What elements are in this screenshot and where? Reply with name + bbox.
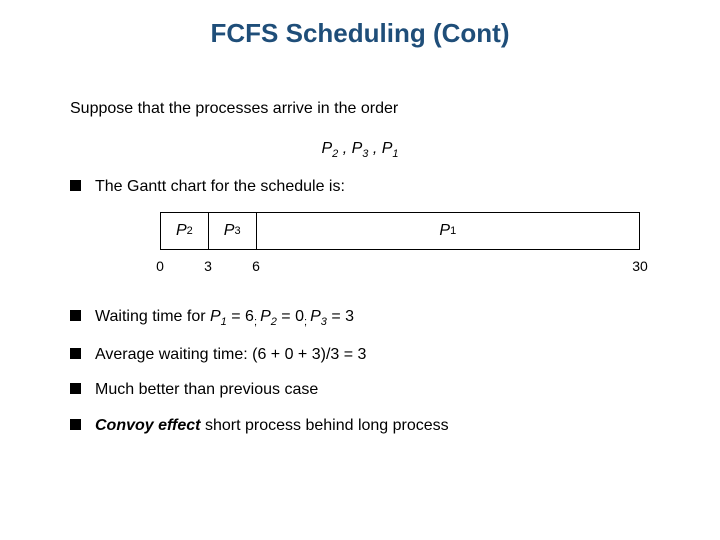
gantt-tick: 0 (156, 258, 164, 274)
gantt-segment: P2 (161, 213, 209, 249)
gantt-chart: P2P3P1 03630 (160, 212, 640, 284)
bullet-square-icon (70, 310, 81, 321)
convoy-rest: short process behind long process (201, 417, 449, 434)
gantt-tick: 6 (252, 258, 260, 274)
gantt-tick: 3 (204, 258, 212, 274)
bullet-square-icon (70, 348, 81, 359)
bullet-text: Waiting time for P1 = 6; P2 = 0; P3 = 3 (95, 306, 660, 330)
convoy-em: Convoy effect (95, 417, 201, 434)
bullet-text: Much better than previous case (95, 379, 660, 401)
process-order: P2 , P3 , P1 (70, 140, 650, 160)
slide: FCFS Scheduling (Cont) Suppose that the … (0, 0, 720, 540)
bullet-square-icon (70, 383, 81, 394)
bullet-list: The Gantt chart for the schedule is: P2P… (70, 176, 660, 450)
bullet-average: Average waiting time: (6 + 0 + 3)/3 = 3 (70, 344, 660, 366)
bullet-square-icon (70, 180, 81, 191)
bullet-convoy: Convoy effect short process behind long … (70, 415, 660, 437)
bullet-gantt-intro: The Gantt chart for the schedule is: (70, 176, 660, 198)
gantt-row: P2P3P1 (160, 212, 640, 250)
bullet-text: Convoy effect short process behind long … (95, 415, 660, 437)
bullet-text: Average waiting time: (6 + 0 + 3)/3 = 3 (95, 344, 660, 366)
bullet-better: Much better than previous case (70, 379, 660, 401)
bullet-waiting-time: Waiting time for P1 = 6; P2 = 0; P3 = 3 (70, 306, 660, 330)
page-title: FCFS Scheduling (Cont) (0, 18, 720, 49)
gantt-segment: P3 (209, 213, 257, 249)
gantt-segment: P1 (257, 213, 639, 249)
bullet-square-icon (70, 419, 81, 430)
intro-text: Suppose that the processes arrive in the… (70, 100, 398, 118)
gantt-tick: 30 (632, 258, 648, 274)
bullet-text: The Gantt chart for the schedule is: (95, 176, 660, 198)
